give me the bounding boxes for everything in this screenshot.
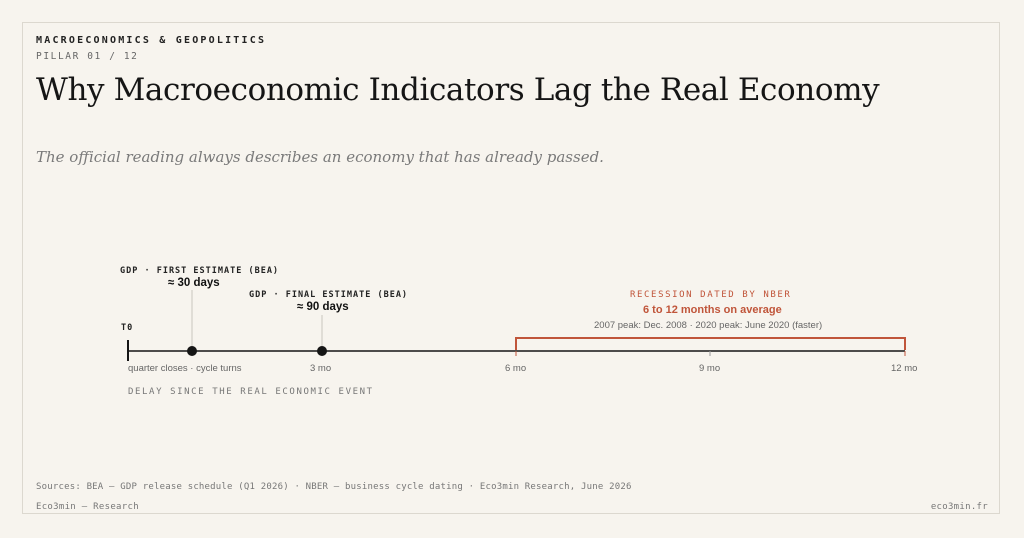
- axis-caption: DELAY SINCE THE REAL ECONOMIC EVENT: [128, 387, 374, 397]
- origin-label: T0: [121, 323, 134, 333]
- nber-range-value: 6 to 12 months on average: [643, 304, 782, 316]
- footer-brand: Eco3min — Research: [36, 502, 139, 512]
- pillar-counter: PILLAR 01 / 12: [36, 51, 139, 62]
- tick-label-9mo: 9 mo: [699, 363, 721, 374]
- tick-label-6mo: 6 mo: [505, 363, 527, 374]
- page-subtitle: The official reading always describes an…: [36, 148, 604, 166]
- event-value-first: ≈ 30 days: [168, 277, 220, 289]
- card-frame: [22, 22, 1000, 514]
- tick-label-3mo: 3 mo: [310, 363, 332, 374]
- kicker: MACROECONOMICS & GEOPOLITICS: [36, 35, 267, 46]
- event-label-final: GDP · FINAL ESTIMATE (BEA): [249, 290, 409, 300]
- tick-label-12mo: 12 mo: [891, 363, 918, 374]
- sources-note: Sources: BEA — GDP release schedule (Q1 …: [36, 482, 632, 492]
- event-label-first: GDP · FIRST ESTIMATE (BEA): [120, 266, 280, 276]
- nber-range-note: 2007 peak: Dec. 2008 · 2020 peak: June 2…: [594, 320, 823, 331]
- footer-site-link[interactable]: eco3min.fr: [930, 502, 988, 512]
- tick-label-origin: quarter closes · cycle turns: [128, 363, 242, 374]
- event-marker-first: [187, 346, 197, 356]
- nber-range-label: RECESSION DATED BY NBER: [630, 290, 792, 300]
- page-title: Why Macroeconomic Indicators Lag the Rea…: [36, 72, 880, 108]
- event-value-final: ≈ 90 days: [297, 301, 349, 313]
- event-marker-final: [317, 346, 327, 356]
- nber-range-bracket: [515, 337, 906, 350]
